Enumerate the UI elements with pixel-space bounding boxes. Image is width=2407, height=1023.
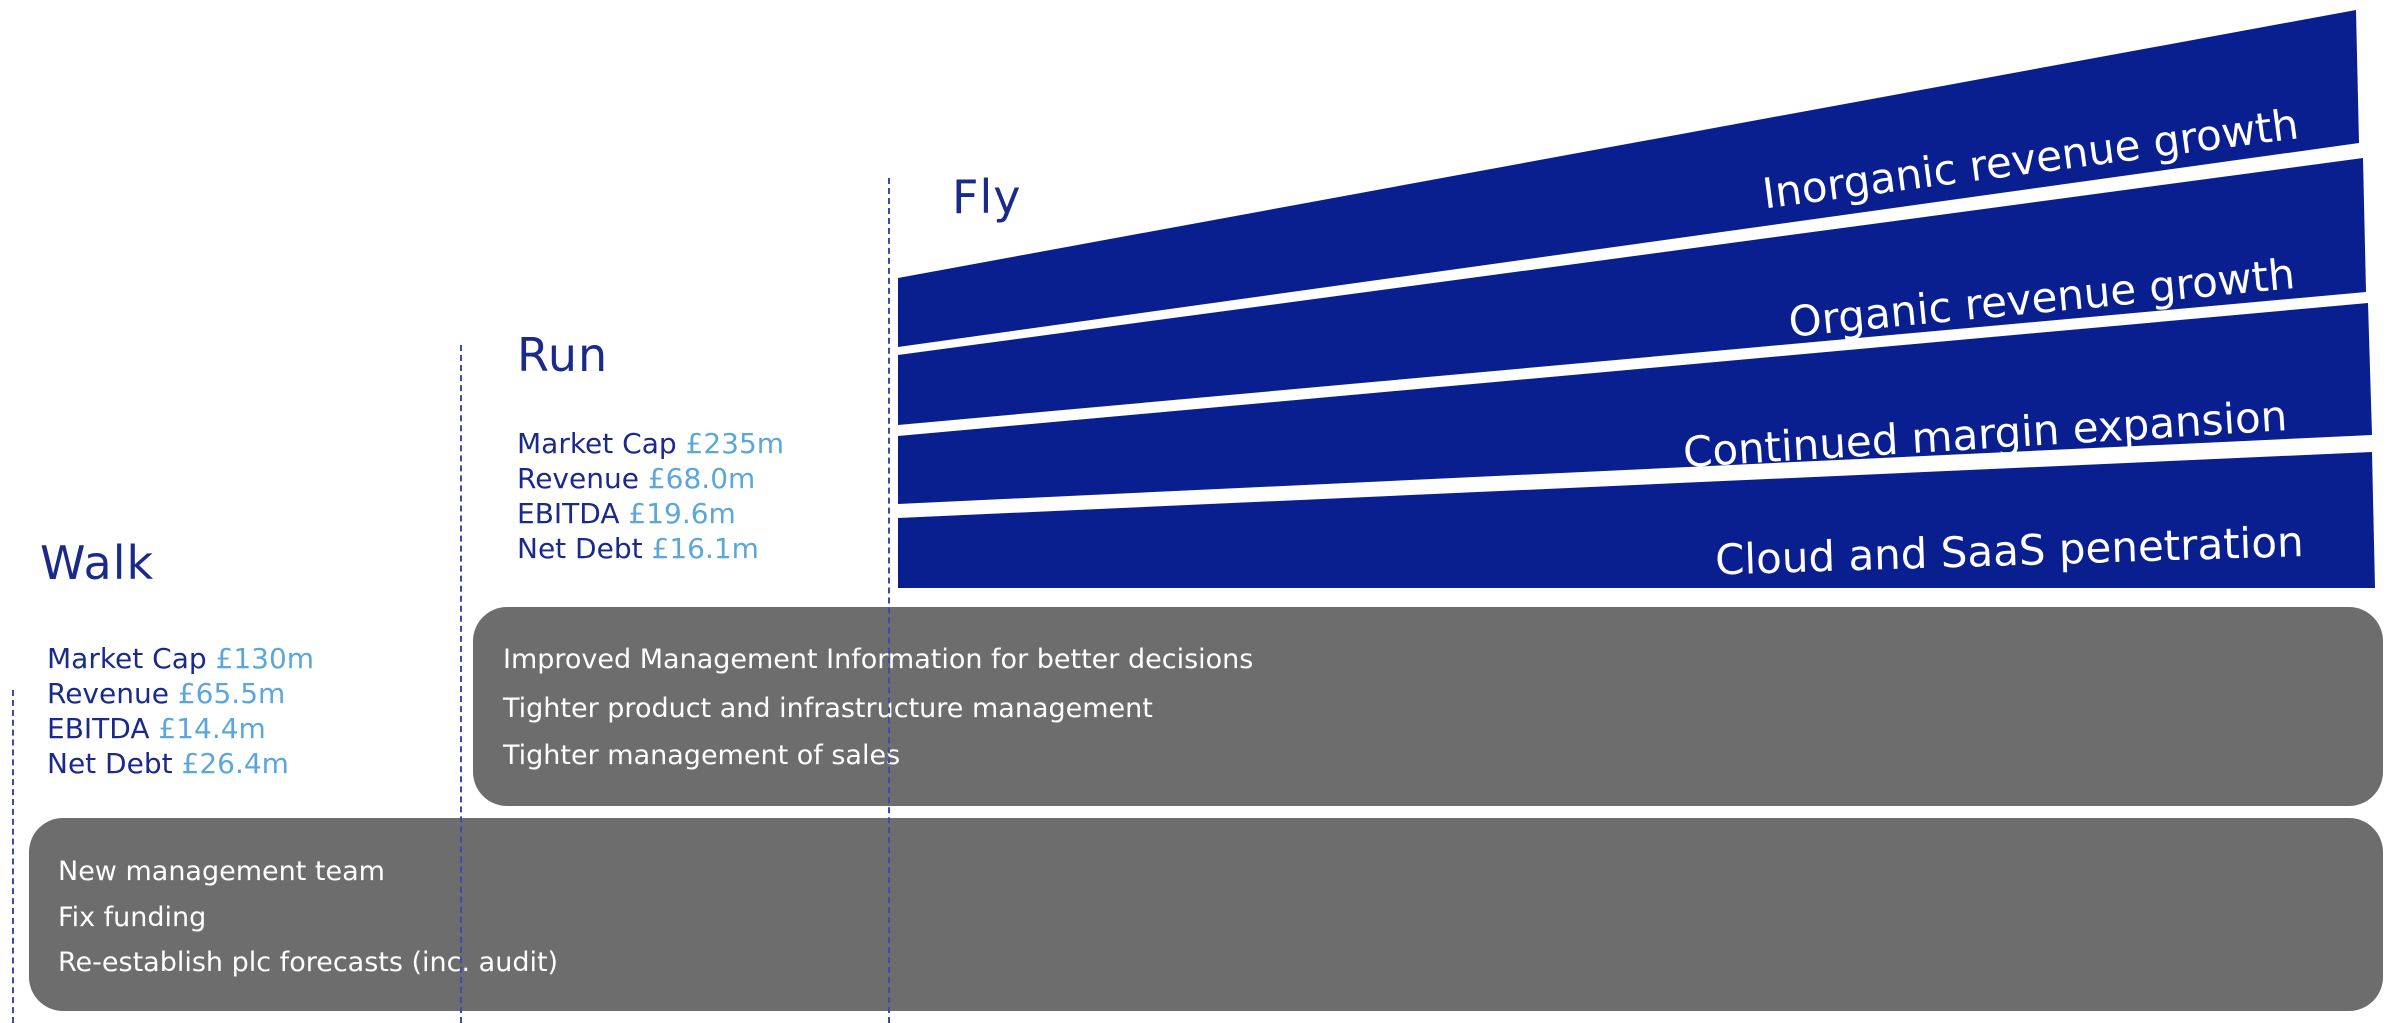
walk-metrics: Market Cap £130m Revenue £65.5m EBITDA £…: [47, 641, 314, 781]
walk-initiatives-panel: New management team Fix funding Re-estab…: [29, 818, 2383, 1011]
band-cloud-and-saas-penetration: Cloud and SaaS penetration: [898, 452, 2375, 588]
walk-initiative-item: New management team: [58, 856, 385, 887]
run-title: Run: [517, 328, 609, 382]
walk-metric-net-debt: Net Debt £26.4m: [47, 747, 289, 780]
walk-initiative-item: Re-establish plc forecasts (inc. audit): [58, 947, 559, 978]
run-initiative-item: Tighter product and infrastructure manag…: [503, 693, 1153, 724]
band-shape: [898, 452, 2375, 588]
band-shape: [898, 158, 2366, 425]
walk-divider-line: [12, 690, 14, 1023]
run-initiative-item: Tighter management of sales: [503, 740, 901, 771]
run-metric-ebitda: EBITDA £19.6m: [517, 497, 736, 530]
walk-title: Walk: [40, 536, 155, 590]
walk-initiative-item: Fix funding: [58, 902, 207, 933]
walk-metric-ebitda: EBITDA £14.4m: [47, 712, 266, 745]
band-shape: [898, 10, 2359, 347]
run-initiative-item: Improved Management Information for bett…: [503, 644, 1254, 675]
run-metric-net-debt: Net Debt £16.1m: [517, 532, 759, 565]
fly-title: Fly: [952, 170, 1022, 224]
walk-metric-revenue: Revenue £65.5m: [47, 677, 286, 710]
band-shape: [898, 303, 2372, 504]
walk-metric-market-cap: Market Cap £130m: [47, 642, 315, 675]
run-metrics: Market Cap £235m Revenue £68.0m EBITDA £…: [517, 426, 784, 566]
fly-divider-line: [888, 178, 890, 1023]
run-metric-revenue: Revenue £68.0m: [517, 462, 756, 495]
run-initiatives-panel: Improved Management Information for bett…: [473, 607, 2383, 806]
run-metric-market-cap: Market Cap £235m: [517, 427, 785, 460]
run-divider-line: [460, 345, 462, 1023]
